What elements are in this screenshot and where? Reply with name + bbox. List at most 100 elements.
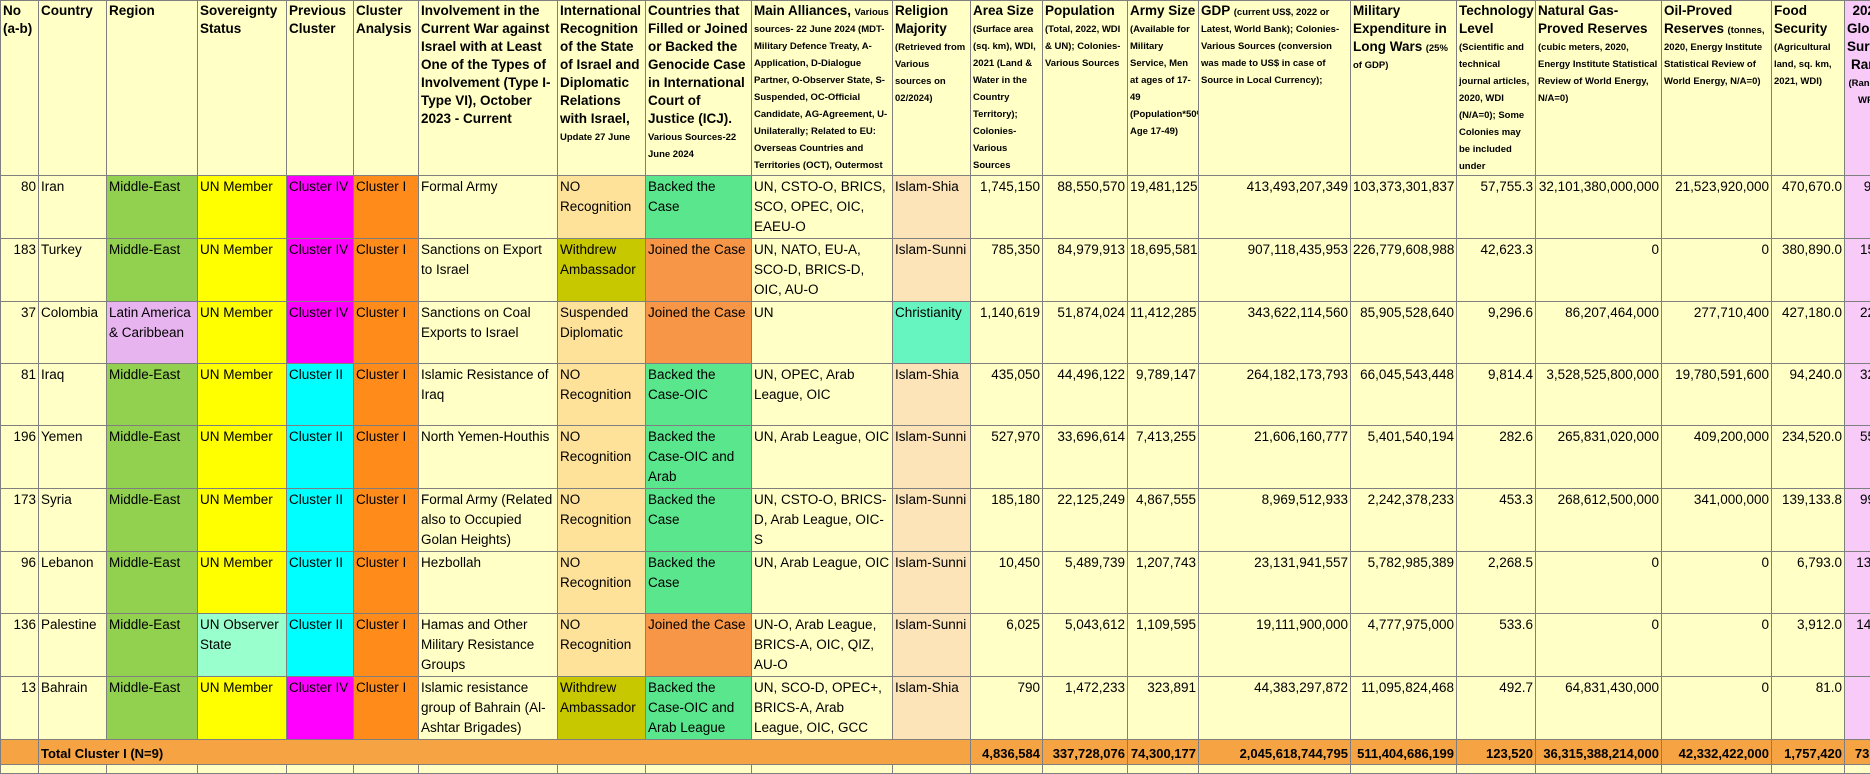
cell-involvement[interactable]: Islamic resistance group of Bahrain (Al-…: [419, 677, 558, 740]
cell-alliances[interactable]: UN-O, Arab League, BRICS-A, OIC, QIZ, AU…: [752, 614, 893, 677]
cell-oil[interactable]: 0: [1662, 614, 1772, 677]
cell-country[interactable]: Turkey: [39, 239, 107, 302]
cell-involvement[interactable]: Hamas and Other Military Resistance Grou…: [419, 614, 558, 677]
cell-area[interactable]: 785,350: [971, 239, 1043, 302]
cell-religion[interactable]: Islam-Sunni: [893, 489, 971, 552]
cell-alliances[interactable]: UN, CSTO-O, BRICS-D, Arab League, OIC-S: [752, 489, 893, 552]
cell-gdp[interactable]: 343,622,114,560: [1199, 302, 1351, 364]
cell-military[interactable]: 66,045,543,448: [1351, 364, 1457, 426]
cell-icj[interactable]: Backed the Case: [646, 489, 752, 552]
cell-army[interactable]: 7,413,255: [1128, 426, 1199, 489]
cell-army[interactable]: 9,789,147: [1128, 364, 1199, 426]
cell-country[interactable]: Bahrain: [39, 677, 107, 740]
cell-cut[interactable]: [1662, 765, 1772, 774]
cell-technology[interactable]: 42,623.3: [1457, 239, 1536, 302]
header-cell-rank[interactable]: 2024 Global Survival Rank (Rank of WR): [1845, 1, 1870, 176]
cell-rank[interactable]: [1845, 677, 1870, 740]
cell-cut[interactable]: [1536, 765, 1662, 774]
cell-cut[interactable]: [1199, 765, 1351, 774]
cell-food[interactable]: 3,912.0: [1772, 614, 1845, 677]
cell-previous-cluster[interactable]: Cluster II: [287, 489, 354, 552]
cell-recognition[interactable]: NO Recognition: [558, 426, 646, 489]
cell-gdp[interactable]: 23,131,941,557: [1199, 552, 1351, 614]
cell-army[interactable]: 18,695,581: [1128, 239, 1199, 302]
cell-technology[interactable]: 492.7: [1457, 677, 1536, 740]
cell-army[interactable]: 1,109,595: [1128, 614, 1199, 677]
cell-cluster-analysis[interactable]: Cluster I: [354, 176, 419, 239]
cell-rank[interactable]: 135: [1845, 552, 1870, 614]
cell-population[interactable]: 51,874,024: [1043, 302, 1128, 364]
cell-previous-cluster[interactable]: Cluster II: [287, 364, 354, 426]
cell-no[interactable]: 80: [1, 176, 39, 239]
cell-region[interactable]: Middle-East: [107, 552, 198, 614]
cell-recognition[interactable]: Withdrew Ambassador: [558, 677, 646, 740]
cell-no[interactable]: 37: [1, 302, 39, 364]
cell-gas[interactable]: 0: [1536, 239, 1662, 302]
cell-area[interactable]: 1,140,619: [971, 302, 1043, 364]
header-cell-army[interactable]: Army Size (Available for Military Servic…: [1128, 1, 1199, 176]
cell-gas[interactable]: 265,831,020,000: [1536, 426, 1662, 489]
cell-recognition[interactable]: Suspended Diplomatic: [558, 302, 646, 364]
cell-rank[interactable]: 99: [1845, 489, 1870, 552]
cell-population[interactable]: 84,979,913: [1043, 239, 1128, 302]
cell-total-label[interactable]: Total Cluster I (N=9): [39, 740, 971, 765]
cell-military[interactable]: 5,782,985,389: [1351, 552, 1457, 614]
cell-oil[interactable]: 277,710,400: [1662, 302, 1772, 364]
cell-country[interactable]: Yemen: [39, 426, 107, 489]
header-cell-area[interactable]: Area Size (Surface area (sq. km), WDI, 2…: [971, 1, 1043, 176]
cell-cut[interactable]: [1772, 765, 1845, 774]
cell-icj[interactable]: Backed the Case-OIC: [646, 364, 752, 426]
header-cell-sovereignty[interactable]: Sovereignty Status: [198, 1, 287, 176]
cell-area[interactable]: 10,450: [971, 552, 1043, 614]
cell-area[interactable]: 435,050: [971, 364, 1043, 426]
cell-total-area[interactable]: 4,836,584: [971, 740, 1043, 765]
cell-cluster-analysis[interactable]: Cluster I: [354, 364, 419, 426]
header-cell-previous-cluster[interactable]: Previous Cluster: [287, 1, 354, 176]
cell-technology[interactable]: 2,268.5: [1457, 552, 1536, 614]
cell-food[interactable]: 380,890.0: [1772, 239, 1845, 302]
cell-no[interactable]: 183: [1, 239, 39, 302]
cell-area[interactable]: 527,970: [971, 426, 1043, 489]
cell-icj[interactable]: Backed the Case-OIC and Arab: [646, 426, 752, 489]
cell-military[interactable]: 5,401,540,194: [1351, 426, 1457, 489]
cell-country[interactable]: Palestine: [39, 614, 107, 677]
cell-cut[interactable]: [1043, 765, 1128, 774]
cell-previous-cluster[interactable]: Cluster II: [287, 552, 354, 614]
cell-population[interactable]: 33,696,614: [1043, 426, 1128, 489]
cell-food[interactable]: 427,180.0: [1772, 302, 1845, 364]
cell-icj[interactable]: Backed the Case: [646, 552, 752, 614]
cell-cut[interactable]: [1845, 765, 1870, 774]
cell-oil[interactable]: 0: [1662, 677, 1772, 740]
cell-area[interactable]: 185,180: [971, 489, 1043, 552]
cell-involvement[interactable]: Formal Army (Related also to Occupied Go…: [419, 489, 558, 552]
cell-gdp[interactable]: 44,383,297,872: [1199, 677, 1351, 740]
cell-food[interactable]: 6,793.0: [1772, 552, 1845, 614]
cell-involvement[interactable]: Hezbollah: [419, 552, 558, 614]
cell-sovereignty[interactable]: UN Member: [198, 364, 287, 426]
header-cell-population[interactable]: Population (Total, 2022, WDI & UN); Colo…: [1043, 1, 1128, 176]
cell-military[interactable]: 103,373,301,837: [1351, 176, 1457, 239]
cell-region[interactable]: Middle-East: [107, 489, 198, 552]
cell-gdp[interactable]: 264,182,173,793: [1199, 364, 1351, 426]
cell-cut[interactable]: [971, 765, 1043, 774]
cell-cluster-analysis[interactable]: Cluster I: [354, 489, 419, 552]
cell-country[interactable]: Iran: [39, 176, 107, 239]
cell-previous-cluster[interactable]: Cluster II: [287, 614, 354, 677]
cell-oil[interactable]: 0: [1662, 552, 1772, 614]
cell-involvement[interactable]: Islamic Resistance of Iraq: [419, 364, 558, 426]
cell-total-gas[interactable]: 36,315,388,214,000: [1536, 740, 1662, 765]
cell-cut[interactable]: [39, 765, 107, 774]
cell-recognition[interactable]: NO Recognition: [558, 552, 646, 614]
cell-previous-cluster[interactable]: Cluster IV: [287, 677, 354, 740]
header-cell-icj[interactable]: Countries that Filled or Joined or Backe…: [646, 1, 752, 176]
cell-involvement[interactable]: Sanctions on Coal Exports to Israel: [419, 302, 558, 364]
cell-total-military[interactable]: 511,404,686,199: [1351, 740, 1457, 765]
cell-alliances[interactable]: UN: [752, 302, 893, 364]
cell-country[interactable]: Colombia: [39, 302, 107, 364]
cell-gas[interactable]: 32,101,380,000,000: [1536, 176, 1662, 239]
cell-sovereignty[interactable]: UN Member: [198, 302, 287, 364]
cell-no[interactable]: 173: [1, 489, 39, 552]
cell-total-army[interactable]: 74,300,177: [1128, 740, 1199, 765]
cell-no[interactable]: 136: [1, 614, 39, 677]
cell-food[interactable]: 94,240.0: [1772, 364, 1845, 426]
